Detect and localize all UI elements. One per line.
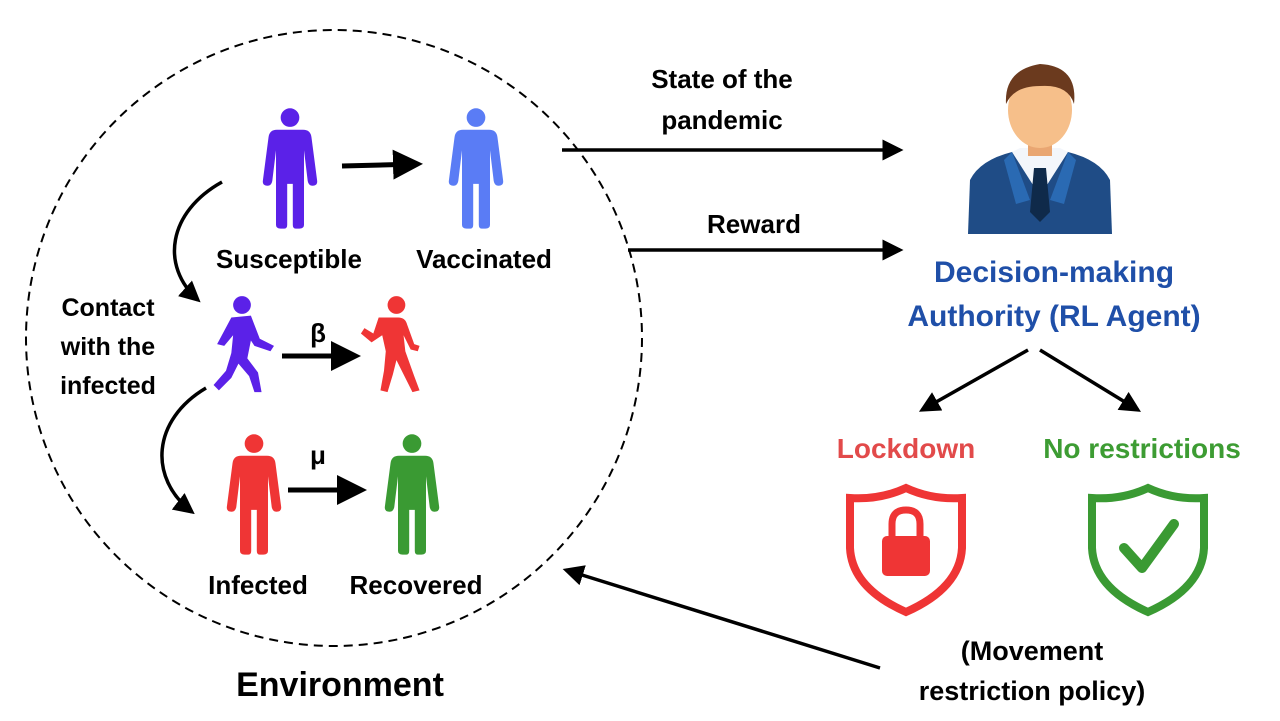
- infected-person-icon: [226, 434, 282, 555]
- rl-agent-avatar-icon: [968, 64, 1112, 234]
- mu-symbol: μ: [310, 440, 326, 470]
- susceptible-label: Susceptible: [216, 244, 362, 274]
- walking-susceptible-person-icon: [213, 296, 274, 393]
- vaccinated-label: Vaccinated: [416, 244, 552, 274]
- recovered-label: Recovered: [350, 570, 483, 600]
- agent-title-line-1: Decision-making: [934, 256, 1174, 289]
- no-restrictions-label: No restrictions: [1043, 433, 1241, 464]
- infection-curved-arrow: [160, 386, 207, 515]
- infected-label: Infected: [208, 570, 308, 600]
- policy-label-line-1: (Movement: [961, 636, 1104, 666]
- environment-boundary: [25, 29, 643, 647]
- infected-walking-person-icon: [360, 296, 420, 393]
- lockdown-branch-arrow: [918, 348, 1029, 412]
- recovered-person-icon: [384, 434, 440, 555]
- policy-label-line-2: restriction policy): [919, 676, 1146, 706]
- contact-label-line-2: with the: [60, 333, 156, 361]
- environment-title: Environment: [236, 666, 444, 704]
- susceptible-person-icon: [262, 108, 318, 229]
- contact-label-line-1: Contact: [61, 294, 155, 322]
- lockdown-label: Lockdown: [837, 433, 975, 464]
- reward-label: Reward: [707, 209, 801, 239]
- no-restrictions-branch-arrow: [1039, 348, 1141, 412]
- policy-arrow: [562, 565, 881, 670]
- contact-label-line-3: infected: [60, 372, 156, 400]
- agent-title-line-2: Authority (RL Agent): [907, 300, 1200, 333]
- vaccination-arrow: [341, 149, 423, 180]
- lockdown-shield-lock-icon: [846, 483, 966, 617]
- state-label-line-1: State of the: [651, 64, 793, 94]
- beta-symbol: β: [310, 318, 326, 348]
- contact-curved-arrow: [172, 180, 223, 303]
- vaccinated-person-icon: [448, 108, 504, 229]
- state-label-line-2: pandemic: [661, 105, 782, 135]
- no-restrictions-shield-check-icon: [1088, 483, 1208, 617]
